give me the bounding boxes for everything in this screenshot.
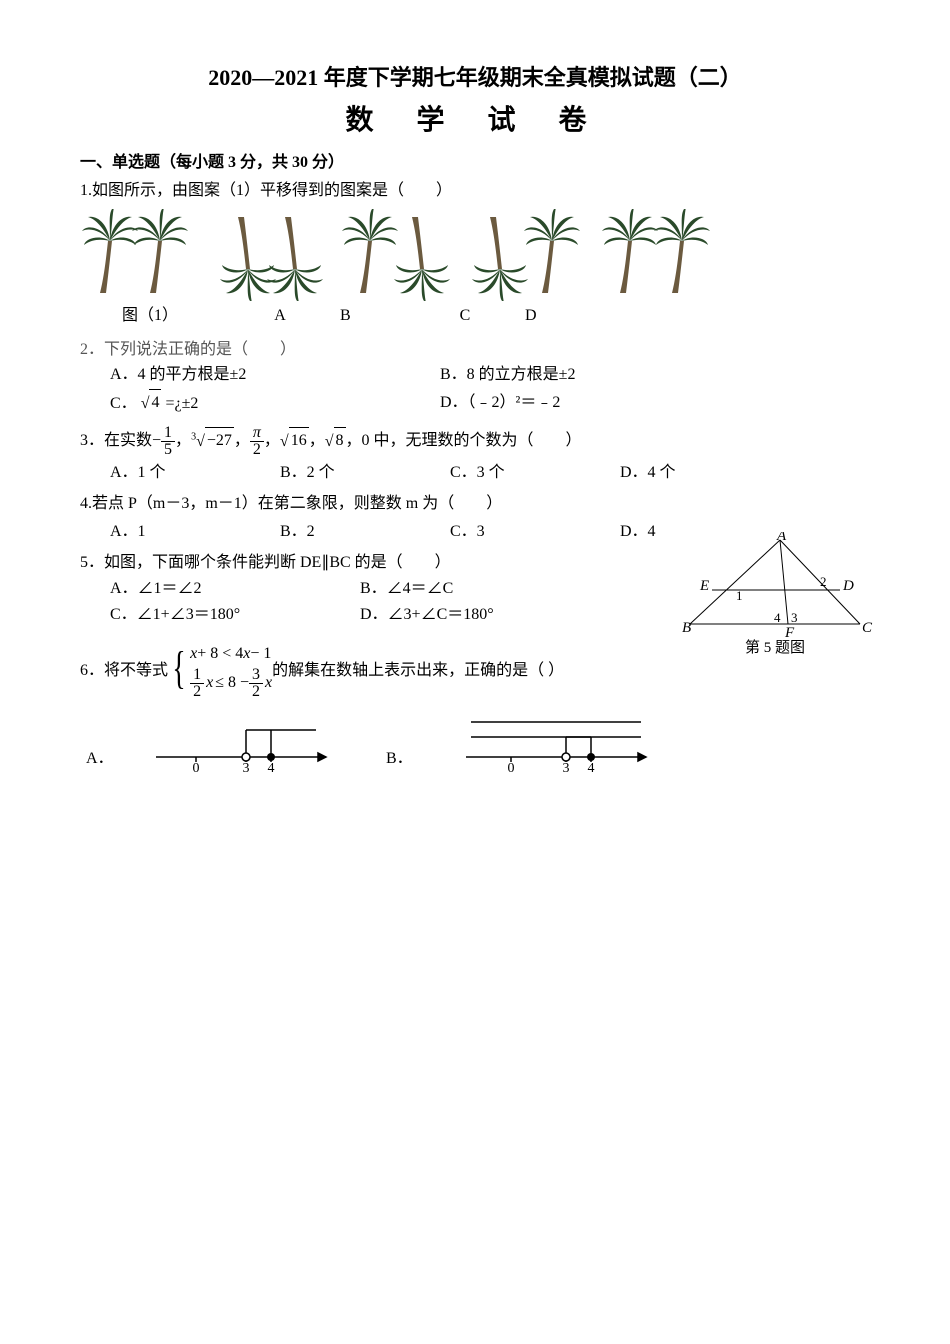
q3-option-b: B．2 个 <box>280 460 450 486</box>
svg-text:0: 0 <box>508 761 515 772</box>
q5-figure: A B C D E F 1 2 3 4 第 5 题图 <box>670 532 880 660</box>
q3-option-a: A．1 个 <box>110 460 280 486</box>
q3-stem: 3．在实数 − 15 ， 3√−27 ， π2 ， √16 ， √8 ，0 中，… <box>80 425 870 458</box>
svg-text:3: 3 <box>563 761 570 772</box>
q1-option-a-figure <box>220 209 330 301</box>
q1-original-figure <box>80 209 200 301</box>
q5-option-a: A．∠1＝∠2 <box>110 576 360 602</box>
svg-text:0: 0 <box>193 761 200 772</box>
exam-title-line2: 数 学 试 卷 <box>80 99 870 144</box>
svg-text:B: B <box>682 620 691 636</box>
q2-option-c: C． √4 =¿±2 <box>110 390 440 417</box>
svg-text:4: 4 <box>774 610 781 625</box>
svg-text:3: 3 <box>791 610 798 625</box>
q4-option-a: A．1 <box>110 519 280 545</box>
question-6: 6．将不等式 { x+ 8 < 4x− 1 12 x ≤ 8 − 32 x 的解… <box>80 641 870 772</box>
question-3: 3．在实数 − 15 ， 3√−27 ， π2 ， √16 ， √8 ，0 中，… <box>80 425 870 486</box>
q3-option-c: C．3 个 <box>450 460 620 486</box>
q1-fig-caption: 图（1） <box>80 303 220 329</box>
q5-option-d: D．∠3+∠C＝180° <box>360 602 494 628</box>
q4-option-c: C．3 <box>450 519 620 545</box>
svg-text:3: 3 <box>243 761 250 772</box>
q1-option-b-figure <box>340 209 460 301</box>
q6-system: x+ 8 < 4x− 1 12 x ≤ 8 − 32 x <box>190 641 272 700</box>
svg-text:1: 1 <box>736 588 743 603</box>
svg-text:4: 4 <box>268 761 275 772</box>
q4-stem: 4.若点 P（m－3，m－1）在第二象限，则整数 m 为（ ） <box>80 491 870 517</box>
q5-figure-caption: 第 5 题图 <box>670 636 880 660</box>
q6-option-b-label: B． <box>346 746 456 772</box>
svg-text:A: A <box>776 532 787 544</box>
q2-stem: 2．下列说法正确的是（ ） <box>80 337 870 363</box>
q4-option-b: B．2 <box>280 519 450 545</box>
q6-numberline-b: 0 3 4 <box>456 712 666 772</box>
question-1: 1.如图所示，由图案（1）平移得到的图案是（ ） <box>80 178 870 329</box>
svg-text:D: D <box>842 578 854 594</box>
q5-option-b: B．∠4＝∠C <box>360 576 453 602</box>
fraction-1-5: 15 <box>161 425 175 458</box>
fraction-pi-2: π2 <box>250 425 264 458</box>
q2-option-b: B．8 的立方根是±2 <box>440 362 770 388</box>
exam-title-line1: 2020—2021 年度下学期七年级期末全真模拟试题（二） <box>80 60 870 95</box>
q2-option-a: A．4 的平方根是±2 <box>110 362 440 388</box>
q1-opt-b-label: B <box>340 303 405 329</box>
q2-option-d: D．（﹣2）²＝﹣2 <box>440 390 770 416</box>
q6-options-row1: A． 0 3 4 B． <box>80 712 870 772</box>
q1-figures <box>80 209 870 301</box>
svg-text:2: 2 <box>820 574 827 589</box>
question-2: 2．下列说法正确的是（ ） A．4 的平方根是±2 C． √4 =¿±2 B．8… <box>80 337 870 419</box>
question-5: 5．如图，下面哪个条件能判断 DE∥BC 的是（ ） A．∠1＝∠2 B．∠4＝… <box>80 550 870 627</box>
q1-captions: 图（1） A B C D <box>80 303 870 329</box>
q1-option-d-figure <box>600 209 720 301</box>
sqrt-8: √8 <box>325 428 346 455</box>
q5-option-c: C．∠1+∠3＝180° <box>110 602 360 628</box>
q1-opt-d-label: D <box>525 303 605 329</box>
left-brace-icon: { <box>172 645 185 691</box>
svg-text:C: C <box>862 620 873 636</box>
q3-option-d: D．4 个 <box>620 460 790 486</box>
q6-option-a-label: A． <box>80 746 146 772</box>
sqrt-icon: √4 <box>141 390 162 417</box>
section-1-heading: 一、单选题（每小题 3 分，共 30 分） <box>80 150 870 176</box>
svg-text:E: E <box>699 578 709 594</box>
sqrt-16: √16 <box>280 428 309 455</box>
svg-text:4: 4 <box>588 761 595 772</box>
q1-opt-a-label: A <box>220 303 340 329</box>
q6-numberline-a: 0 3 4 <box>146 712 346 772</box>
q1-stem: 1.如图所示，由图案（1）平移得到的图案是（ ） <box>80 178 870 204</box>
q1-option-c-figure <box>470 209 590 301</box>
cube-root-icon: 3√−27 <box>191 428 234 455</box>
q1-opt-c-label: C <box>405 303 525 329</box>
